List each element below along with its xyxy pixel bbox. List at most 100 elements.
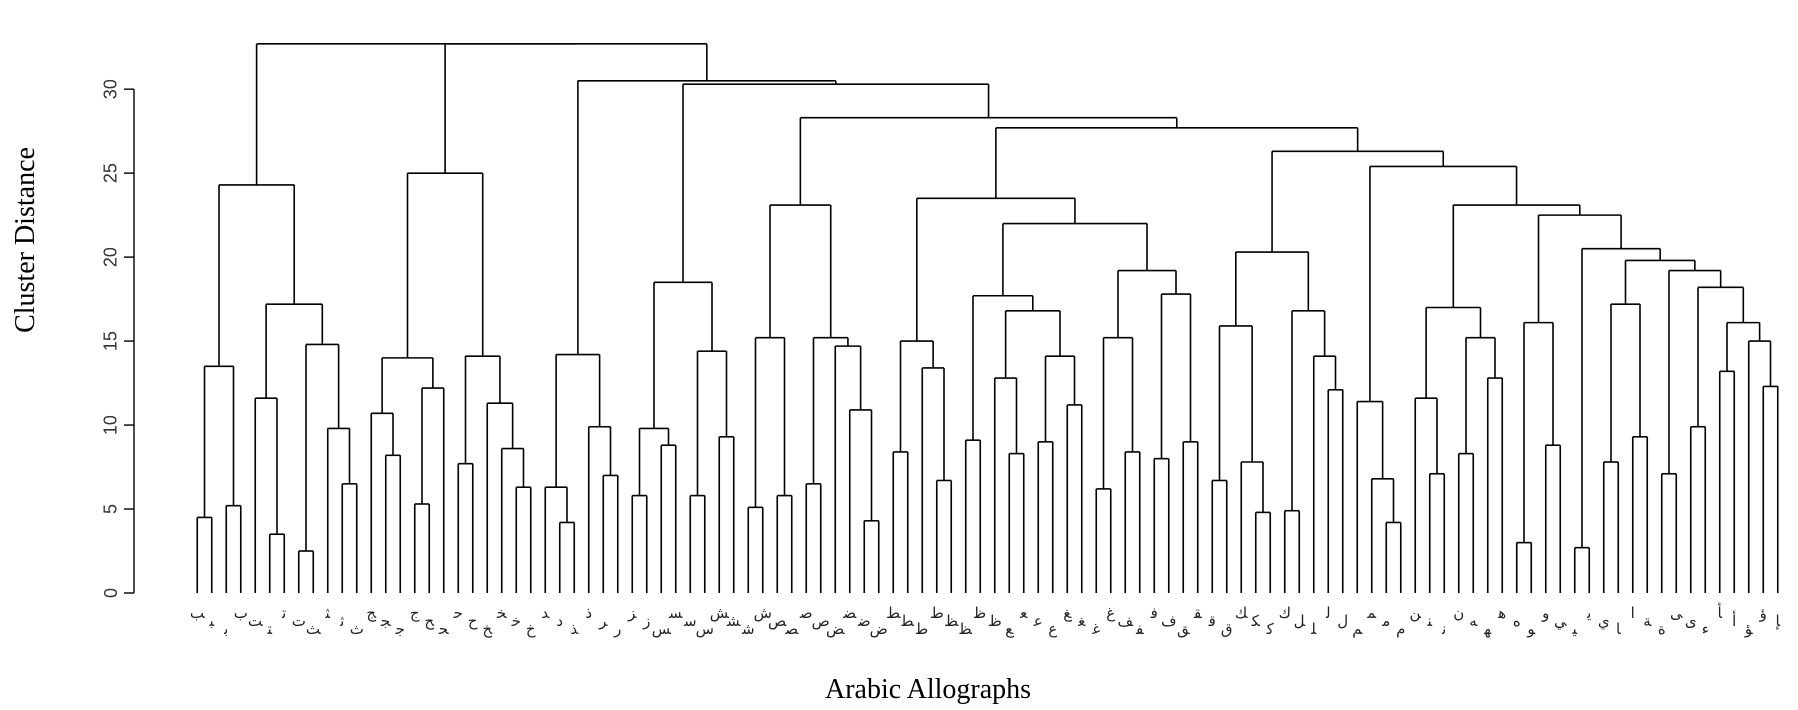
leaf-label: ﺨ (496, 604, 507, 622)
leaf-label: ﺄ (1717, 602, 1722, 622)
y-tick-label: 0 (101, 588, 121, 598)
leaf-label: ﺒ (208, 612, 214, 630)
leaf-label: ﻨ (1426, 612, 1432, 630)
leaf-label: ﺫ (585, 604, 592, 622)
leaf-label: ﻅ (988, 612, 1002, 630)
leaf-label: ﺟ (395, 620, 405, 638)
leaf-label: ﻆ (944, 612, 959, 630)
leaf-label: ﺐ (190, 604, 205, 622)
leaf-label: ﺝ (410, 604, 420, 623)
leaf-label: ﻕ (1221, 620, 1233, 638)
leaf-label: ﻉ (1048, 620, 1057, 638)
leaf-label: ﻯ (1685, 612, 1697, 630)
leaf-label: ﻐ (1077, 612, 1086, 630)
leaf-label: ﺢ (424, 612, 434, 630)
leaf-label: ﺰ (627, 604, 637, 622)
leaf-label: ﺅ (1759, 604, 1767, 622)
leaf-label: ﻢ (1352, 620, 1363, 638)
leaf-label: ﺕ (292, 612, 306, 630)
leaf-label: ﻚ (1235, 604, 1248, 622)
leaf-label: ﻀ (842, 604, 857, 622)
leaf-label: ﺠ (380, 612, 391, 630)
leaf-label: ﻠ (1310, 620, 1317, 638)
leaf-label: ﻒ (1117, 612, 1133, 630)
leaf-label: ﻟ (1325, 604, 1331, 622)
leaf-label: ﺜ (324, 604, 330, 622)
leaf-label: ﺎ (1616, 620, 1621, 638)
leaf-label: ﻗ (1208, 612, 1216, 630)
leaf-label: ﻝ (1337, 612, 1348, 630)
leaf-label: ﺮ (598, 612, 608, 630)
leaf-labels: ﺐ ﺒ ﺑﺏ ﺖ ﺘﺗ ﺕ ﺚﺜ ﺛ ﺙﺞ ﺠ ﺟﺝ ﺢ ﺤﺣ ﺡ ﺦﺨ ﺧ ﺥﺪ ﺩ ﺬﺫ ﺮ ﺭﺰ ﺯ ﺲﺴ ﺳ ﺱﺶﺸ ﺷﺵ… (190, 602, 1781, 638)
leaf-label: ﻪ (1469, 612, 1478, 630)
leaf-label: ﺞ (366, 604, 376, 622)
leaf-label: ﺏ (234, 604, 248, 622)
leaf-label: ﺲ (652, 620, 672, 638)
leaf-label: ﺚ (306, 620, 321, 638)
leaf-label: ﻮ (1526, 620, 1535, 638)
leaf-label: ﺤ (438, 620, 449, 638)
leaf-label: ﻴ (1571, 620, 1577, 638)
leaf-label: ﺾ (826, 620, 845, 638)
leaf-label: ﺔ (1643, 612, 1652, 630)
leaf-label: ﺥ (526, 620, 536, 638)
y-tick-label: 15 (101, 331, 121, 351)
y-tick-label: 30 (101, 79, 121, 99)
leaf-label: ﻇ (973, 604, 986, 622)
y-axis-title: Cluster Distance (10, 147, 41, 333)
x-axis-title: Arabic Allographs (825, 674, 1031, 705)
leaf-label: ﻣ (1381, 612, 1390, 630)
leaf-label: ﻓ (1150, 604, 1158, 622)
y-tick-label: 20 (101, 247, 121, 267)
leaf-label: ﻘ (1193, 604, 1202, 622)
leaf-label: ﻞ (1294, 612, 1306, 630)
leaf-label: ﻥ (1453, 604, 1464, 622)
leaf-label: ﻋ (1033, 612, 1043, 630)
leaf-label: ﻌ (1019, 604, 1028, 622)
leaf-label: ﻩ (1513, 612, 1521, 630)
y-axis: 0 5 10 15 20 25 30 (101, 79, 135, 598)
y-tick-label: 5 (101, 504, 121, 514)
leaf-label: ﻳ (1586, 604, 1591, 622)
leaf-label: ﺻ (799, 604, 813, 622)
leaf-label: ﻭ (1541, 604, 1549, 622)
leaf-label: ﻧ (1441, 620, 1446, 638)
leaf-label: ﺳ (683, 612, 697, 630)
leaf-label: ﺗ (281, 604, 286, 622)
leaf-label: ﺍ (1631, 604, 1635, 622)
leaf-label: ﺡ (468, 612, 478, 630)
y-tick-label: 10 (101, 415, 121, 435)
leaf-label: ﻂ (886, 604, 901, 622)
leaf-label: ﻤ (1366, 604, 1376, 622)
leaf-label: ﻄ (901, 612, 915, 630)
leaf-label: ﻖ (1177, 620, 1190, 638)
leaf-label: ﺴ (668, 604, 683, 622)
leaf-label: ﻁ (930, 604, 944, 622)
leaf-label: ﻜ (1251, 612, 1261, 630)
leaf-label: ﻙ (1279, 604, 1291, 622)
leaf-label: ﺆ (1744, 620, 1753, 638)
leaf-label: ﻑ (1161, 612, 1177, 630)
leaf-label: ﺯ (642, 612, 650, 630)
leaf-label: ﺘ (266, 620, 272, 638)
leaf-label: ﻔ (1135, 620, 1144, 638)
leaf-label: ﺣ (453, 604, 463, 622)
leaf-label: ﻏ (1091, 620, 1100, 638)
leaf-label: ﺶ (710, 604, 730, 622)
leaf-label: ﻱ (1598, 612, 1610, 631)
leaf-label: ﺿ (857, 612, 871, 630)
leaf-label: ﻎ (1063, 604, 1072, 622)
leaf-label: ﺓ (1658, 620, 1666, 638)
leaf-label: ﺑ (223, 620, 228, 638)
leaf-label: ﺀ (1702, 620, 1709, 638)
leaf-label: ﺖ (248, 612, 263, 630)
leaf-label: ﻈ (959, 620, 973, 638)
leaf-label: ﻍ (1106, 604, 1115, 622)
leaf-label: ﻰ (1670, 604, 1683, 622)
leaf-label: ﻃ (915, 620, 928, 638)
leaf-label: ﻛ (1266, 620, 1275, 638)
leaf-label: ﻫ (1497, 604, 1506, 622)
leaf-label: ﻡ (1396, 620, 1405, 638)
leaf-label: ﻬ (1483, 620, 1492, 638)
